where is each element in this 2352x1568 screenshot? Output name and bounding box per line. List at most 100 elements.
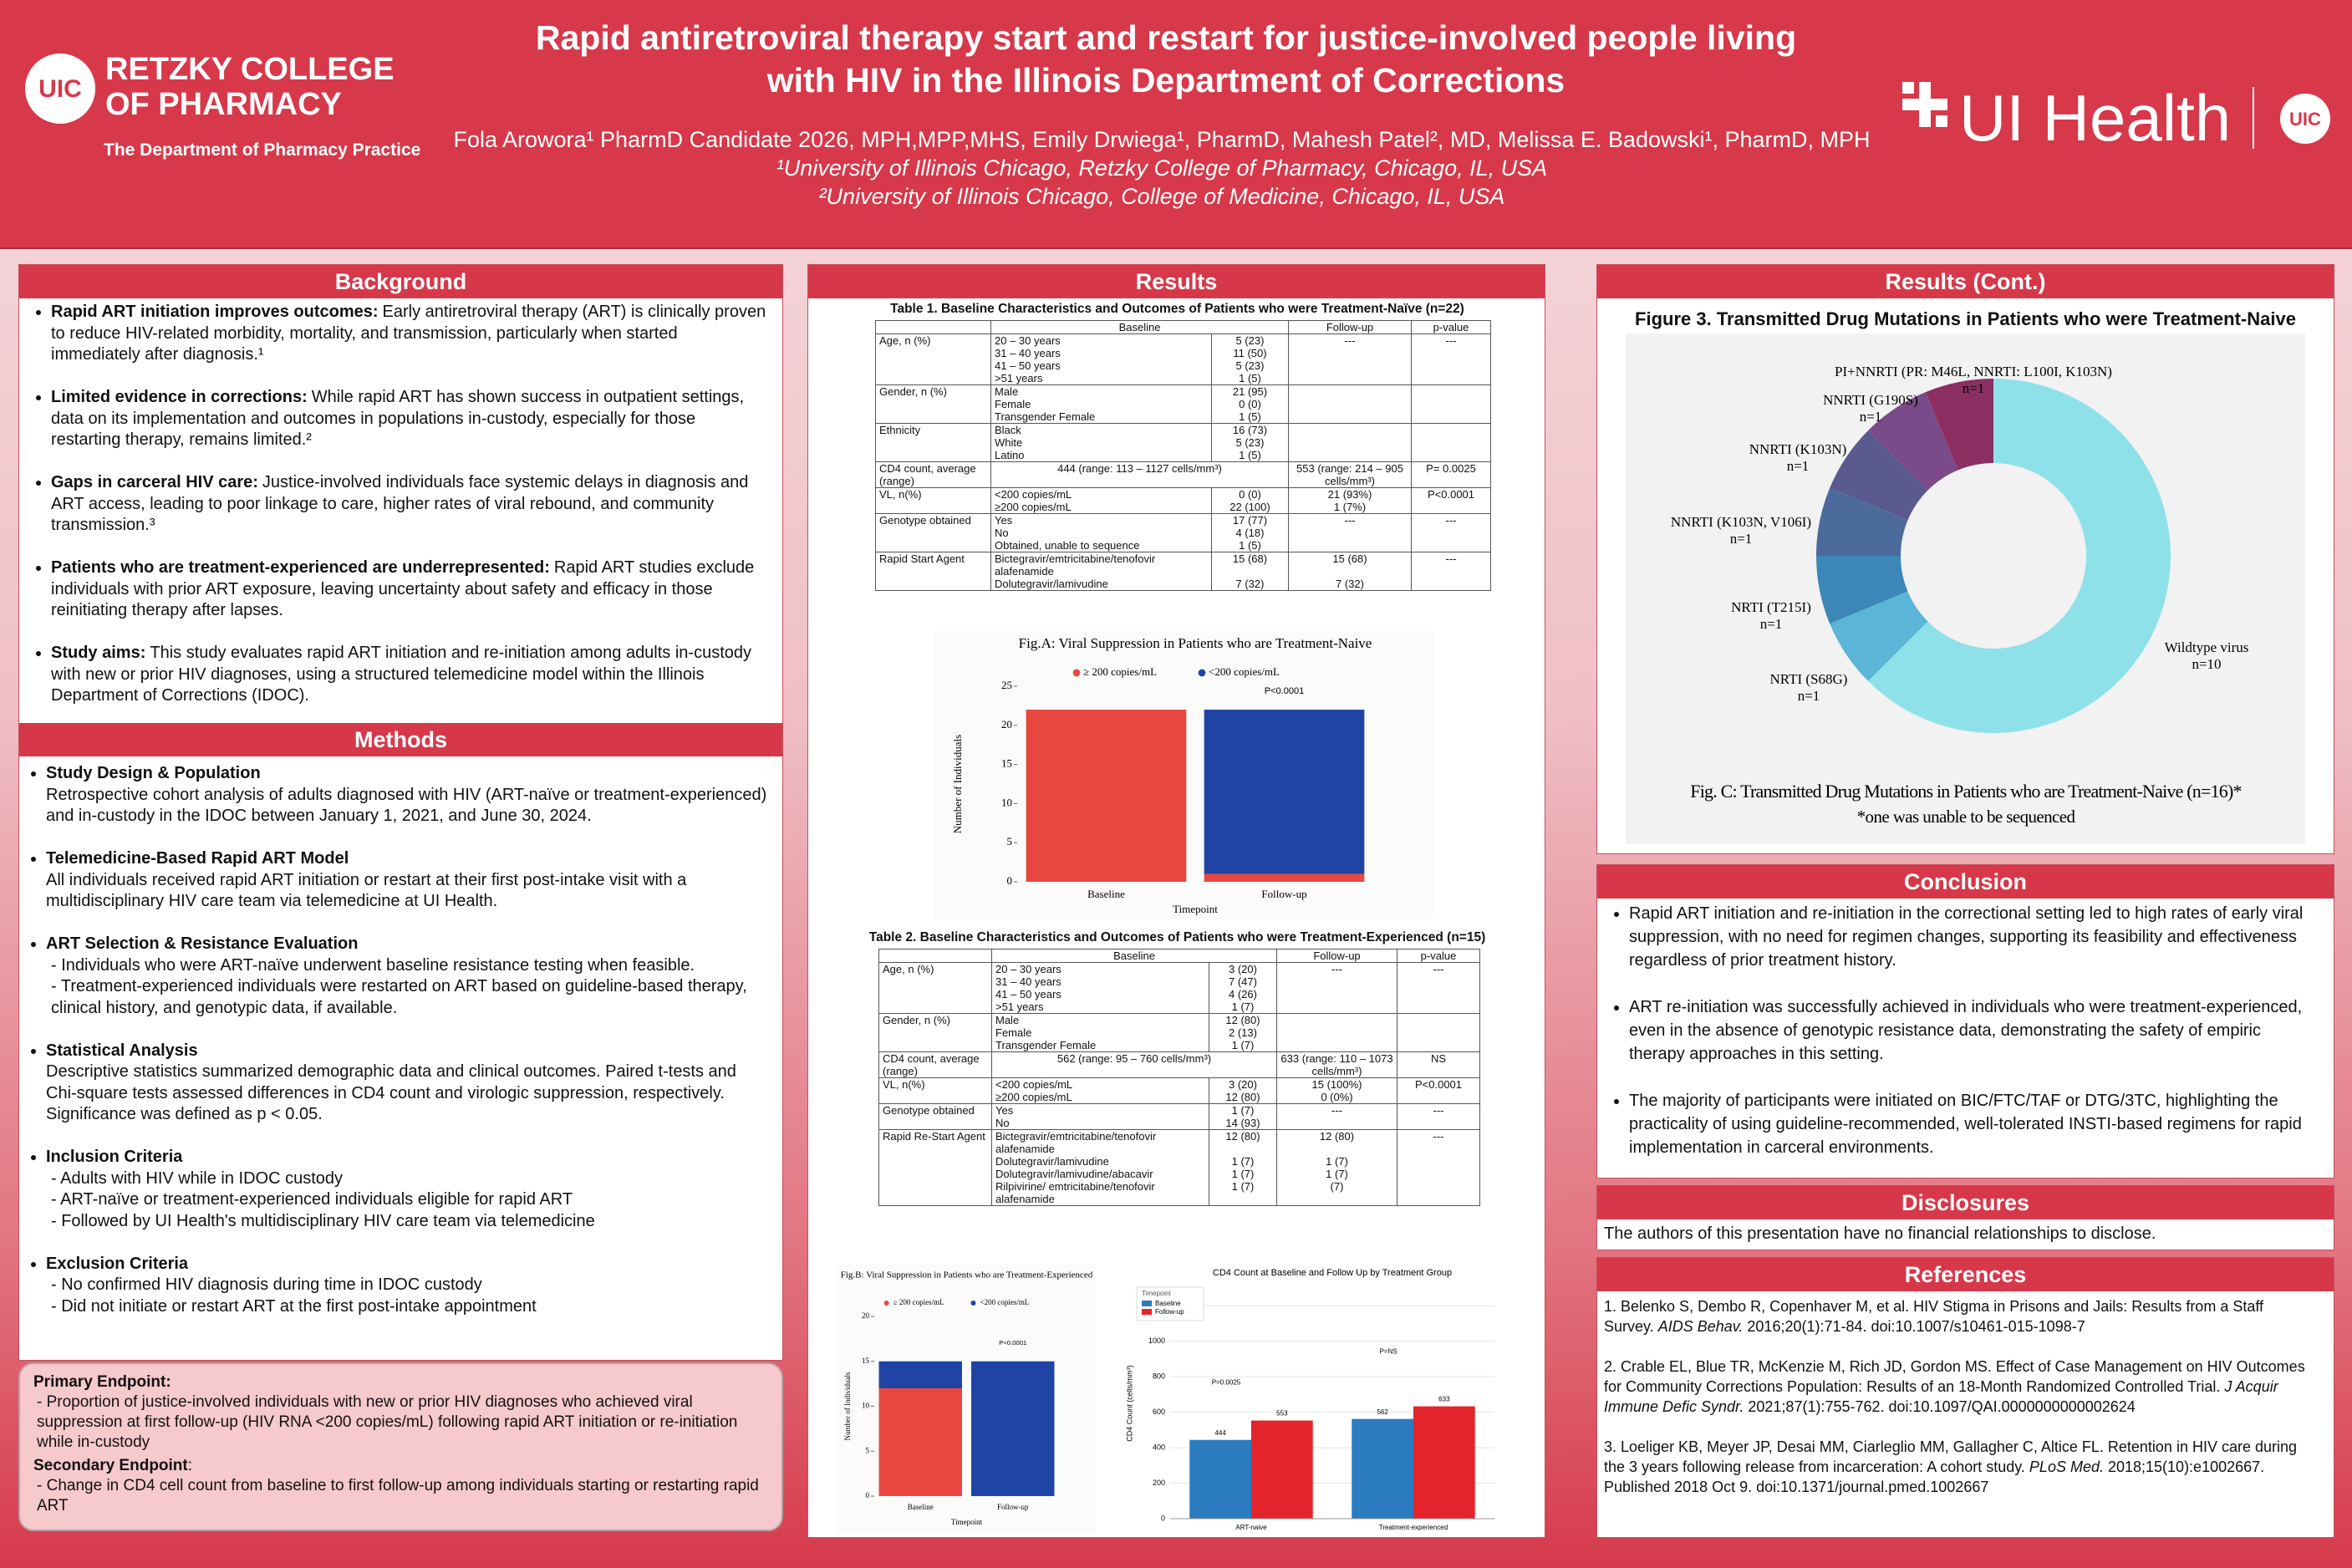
bullet-item: Inclusion Criteria Adults with HIV while … [46,1147,767,1232]
label-cell: 20 – 30 years [990,333,1212,347]
header-cell: Baseline [991,949,1277,963]
bar [1413,1406,1475,1519]
sub-item: Did not initiate or restart ART at the f… [46,1296,767,1318]
label-cell: Bictegravir/emtricitabine/tenofovir alaf… [990,552,1212,578]
followup-cell: --- [1276,962,1397,975]
bullet-lead: Exclusion Criteria [46,1254,189,1273]
p-cell: --- [1397,962,1480,975]
bar-segment [1204,710,1365,874]
table: Baseline Follow-up p-value Age, n (%) 20 – 3… [875,320,1491,591]
table-row: Female 2 (13) [878,1026,1480,1039]
x-axis-label: Timepoint [951,1518,983,1526]
group-cell: Age, n (%) [875,333,991,347]
endpoint: Secondary Endpoint:Change in CD4 cell co… [33,1456,768,1516]
affiliation: ²University of Illinois Chicago, College… [818,184,1505,209]
label-cell: ≥200 copies/mL [991,1091,1209,1104]
bullet-lead: Telemedicine-Based Rapid ART Model [46,849,349,868]
value-label: 562 [1377,1408,1388,1416]
bullet-item: Statistical Analysis Descriptive statisti… [46,1041,767,1126]
value-cell: 1 (7) [1209,1155,1277,1168]
y-tick-label: 15 [1001,757,1012,770]
y-tick-label: 400 [1153,1443,1165,1451]
followup-cell: --- [1276,1103,1397,1117]
label-cell: >51 years [990,372,1212,385]
group-cell [878,1000,992,1014]
table-row: Ethnicity Black 16 (73) [875,423,1491,436]
label-cell: Female [991,1026,1209,1039]
donut-slice [1830,591,1928,681]
group-cell: Age, n (%) [878,962,992,975]
p-cell: P= 0.0025 [1411,461,1491,488]
table-row: Rapid Re-Start Agent Bictegravir/emtricit… [878,1129,1480,1155]
conclusion-item: ART re-initiation was successfully achie… [1629,995,2314,1066]
y-axis-label: CD4 Count (cells/mm³) [1125,1365,1133,1442]
y-tick-label: 20 [862,1311,870,1320]
table-row: 41 – 50 years 4 (26) [878,988,1480,1000]
header-row: Baseline Follow-up p-value [878,949,1480,963]
references-panel: References 1. Belenko S, Dembo R, Copenh… [1596,1257,2334,1538]
followup-cell: 0 (0%) [1276,1091,1397,1104]
sub-item: Treatment-experienced individuals were r… [46,976,767,1019]
label-cell: ≥200 copies/mL [990,501,1212,514]
followup-cell: 21 (93%) [1288,487,1412,501]
label-cell: Male [991,1013,1209,1026]
value-cell: 1 (7) [1209,1168,1277,1180]
group-cell [875,539,991,552]
bullet-text: While rapid ART has shown success in out… [51,388,745,449]
table-row: 31 – 40 years 11 (50) [875,347,1491,359]
x-tick-label: Baseline [908,1503,934,1511]
conclusion-list: Rapid ART initiation and re-initiation i… [1597,899,2334,1159]
label-cell: >51 years [991,1000,1209,1014]
table-row: Obtained, unable to sequence 1 (5) [875,539,1491,552]
value-cell: 5 (23) [1211,333,1289,347]
slice-value-label: n=1 [1730,531,1753,547]
section-heading: Methods [19,723,782,756]
p-cell [1411,347,1491,359]
background-list: Rapid ART initiation improves outcomes:E… [19,302,782,707]
value-cell: 12 (80) [1209,1013,1277,1026]
table-row: Dolutegravir/lamivudine 1 (7) 1 (7) [878,1155,1480,1168]
followup-cell [1276,988,1397,1000]
p-cell [1411,398,1491,410]
table-row: >51 years 1 (5) [875,372,1491,385]
reference-text: 2. Crable EL, Blue TR, McKenzie M, Rich … [1604,1358,2305,1395]
group-cell [878,1168,992,1180]
p-cell: --- [1411,513,1491,527]
reference-journal: AIDS Behav. [1657,1318,1744,1335]
bullet-lead: Study aims: [51,644,146,662]
group-cell [878,1091,992,1104]
donut-slice [1830,430,1928,521]
bullet-item: Limited evidence in corrections:While ra… [51,387,767,451]
x-tick-label: Treatment-experienced [1379,1524,1448,1531]
p-cell [1411,539,1491,552]
label-cell: <200 copies/mL [990,487,1212,501]
legend-label: Follow-up [1155,1308,1184,1316]
value-cell: 7 (32) [1211,578,1289,591]
table-row: Rapid Start Agent Bictegravir/emtricitabi… [875,552,1491,578]
reference: 1. Belenko S, Dembo R, Copenhaver M, et … [1604,1296,2314,1336]
affiliation: ¹University of Illinois Chicago, Retzky … [776,155,1548,181]
authors-block: Fola Arowora¹ PharmD Candidate 2026, MPH… [359,125,1964,211]
followup-cell [1276,1039,1397,1052]
bullet-text: All individuals received rapid ART initi… [46,870,687,911]
endpoint-colon: : [187,1457,193,1474]
group-cell [878,1180,992,1206]
label-cell: Male [990,384,1212,398]
bullet-lead: Gaps in carceral HIV care: [51,473,258,491]
p-cell: P<0.0001 [1397,1077,1480,1091]
header-cell [878,949,992,963]
value-cell: 0 (0) [1211,398,1289,410]
followup-cell [1288,398,1412,410]
followup-cell: 553 (range: 214 – 905 cells/mm³) [1288,461,1412,488]
followup-cell: 12 (80) [1276,1129,1397,1155]
y-tick-label: 5 [866,1446,870,1454]
annotation: P<0.0001 [1265,686,1305,696]
header-cell: Follow-up [1276,949,1397,963]
p-cell [1397,1168,1480,1180]
followup-cell: --- [1288,333,1412,347]
y-tick-label: 5 [1007,835,1013,848]
sub-item: ART-naïve or treatment-experienced indiv… [46,1189,767,1211]
figure-title: Figure 3. Transmitted Drug Mutations in … [1635,308,2296,329]
legend-label: ≥ 200 copies/mL [893,1298,944,1306]
table-row: Transgender Female 1 (7) [878,1039,1480,1052]
